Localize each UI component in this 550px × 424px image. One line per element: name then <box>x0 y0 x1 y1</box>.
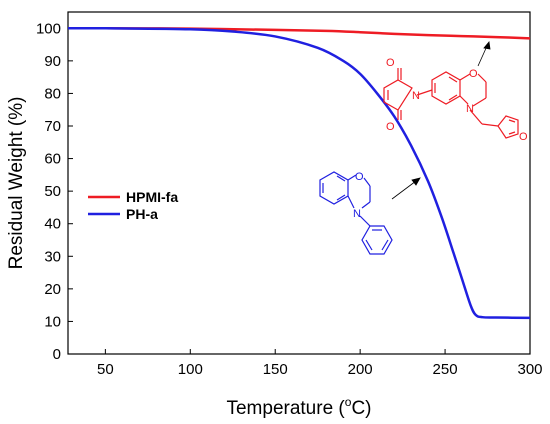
x-tick-label-150: 150 <box>263 361 288 378</box>
svg-text:O: O <box>386 57 395 69</box>
x-tick-label-100: 100 <box>178 361 203 378</box>
x-tick-label-250: 250 <box>433 361 458 378</box>
y-tick-label-90: 90 <box>44 53 61 70</box>
axis-ticks: 50 100 150 200 250 300 0 10 20 30 40 50 60 70 80 90 100 <box>36 20 543 378</box>
y-axis-title: Residual Weight (%) <box>6 97 27 270</box>
y-tick-label-100: 100 <box>36 20 61 37</box>
y-tick-label-60: 60 <box>44 151 61 168</box>
y-tick-label-50: 50 <box>44 183 61 200</box>
y-tick-label-10: 10 <box>44 313 61 330</box>
legend-label-ph-a: PH-a <box>126 206 158 222</box>
ph-a-molecule-atoms: O N <box>353 171 364 220</box>
x-tick-label-300: 300 <box>517 361 542 378</box>
svg-text:O: O <box>355 171 364 183</box>
x-tick-label-50: 50 <box>97 361 114 378</box>
svg-text:N: N <box>466 103 474 115</box>
y-tick-label-80: 80 <box>44 85 61 102</box>
svg-text:O: O <box>386 121 395 133</box>
y-tick-label-0: 0 <box>53 346 61 363</box>
y-tick-label-30: 30 <box>44 248 61 265</box>
y-tick-label-70: 70 <box>44 118 61 135</box>
annotation-arrow-ph-a <box>391 177 421 200</box>
x-axis-title: Temperature (oC) <box>226 395 371 419</box>
x-tick-label-200: 200 <box>348 361 373 378</box>
svg-text:N: N <box>353 208 361 220</box>
y-tick-label-20: 20 <box>44 281 61 298</box>
plot-frame <box>67 11 531 355</box>
ph-a-molecule <box>319 171 393 255</box>
legend: HPMI-fa PH-a <box>88 189 178 222</box>
svg-text:N: N <box>412 90 420 102</box>
y-tick-label-40: 40 <box>44 216 61 233</box>
annotation-arrow-hpmi-fa <box>477 41 491 67</box>
svg-text:O: O <box>469 68 478 80</box>
hpmi-fa-molecule <box>383 68 519 139</box>
svg-text:O: O <box>519 131 528 143</box>
hpmi-fa-molecule-atoms: O O N O N O <box>386 57 528 143</box>
series-line-ph-a <box>67 26 531 320</box>
legend-label-hpmi-fa: HPMI-fa <box>126 189 178 205</box>
series-group <box>67 26 531 320</box>
